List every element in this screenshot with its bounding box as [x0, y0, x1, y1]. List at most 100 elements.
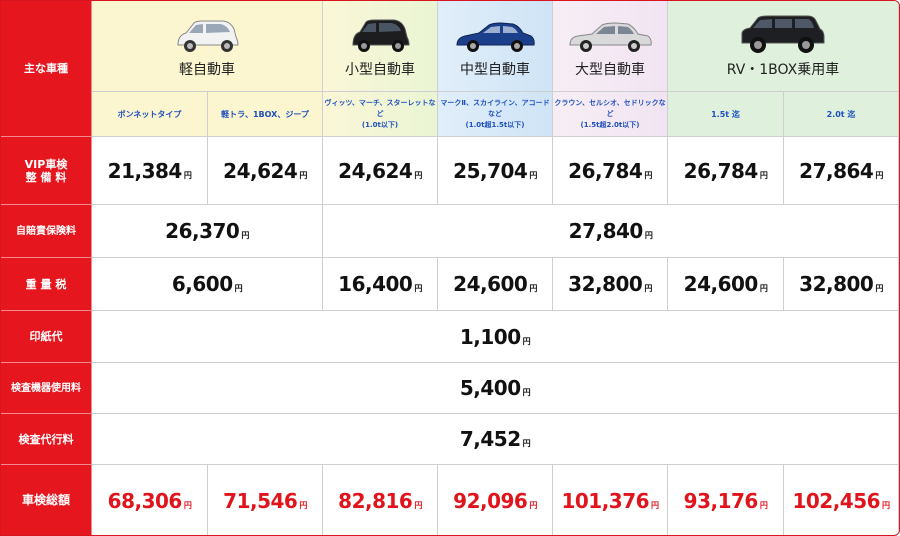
juryo-num-kei: 6,600	[171, 272, 233, 296]
jibai-cell-kei: 26,370 円	[92, 205, 323, 258]
total-num-1: 68,306	[107, 488, 183, 513]
yen-unit: 円	[882, 500, 890, 510]
yen-unit: 円	[414, 500, 422, 510]
yen-unit: 円	[875, 170, 883, 180]
total-num-6: 93,176	[683, 488, 759, 513]
yen-unit: 円	[644, 231, 653, 240]
yen-unit: 円	[651, 500, 659, 510]
group-kei: 軽自動車	[92, 1, 323, 92]
total-value-5: 101,376 円	[561, 489, 659, 513]
sub-header-3: ヴィッツ、マーチ、スターレットなど (1.0t以下)	[323, 92, 438, 137]
daiko-cell: 7,452 円	[92, 414, 899, 465]
jibai-label: 自賠責保険料	[16, 225, 76, 237]
sub-text-5: クラウン、セルシオ、セドリックなど	[554, 98, 666, 118]
inshi-cell: 1,100 円	[92, 311, 899, 363]
row-header-corner: 主な車種	[1, 1, 92, 137]
juryo-num-6: 24,600	[683, 272, 759, 296]
juryo-value-6: 24,600 円	[684, 272, 768, 296]
row-header-inshi: 印紙代	[1, 311, 92, 363]
sub-header-2: 軽トラ、1BOX、ジープ	[208, 92, 323, 137]
row-header-vip: VIP車検 整 備 料	[1, 137, 92, 205]
yen-unit: 円	[529, 284, 537, 293]
vip-cell-2: 24,624 円	[208, 137, 323, 205]
total-num-2: 71,546	[223, 488, 298, 513]
vip-value-1: 21,384 円	[108, 159, 192, 183]
juryo-cell-5: 32,800 円	[553, 258, 668, 311]
group-mid: 中型自動車	[438, 1, 553, 92]
kiki-value: 5,400 円	[460, 376, 531, 400]
vip-value-6: 26,784 円	[684, 159, 768, 183]
vip-cell-1: 21,384 円	[92, 137, 208, 205]
sub-header-5: クラウン、セルシオ、セドリックなど (1.5t超2.0t以下)	[553, 92, 668, 137]
sub-text-1: ボンネットタイプ	[117, 109, 182, 119]
yen-unit: 円	[299, 170, 307, 180]
daiko-label: 検査代行料	[18, 432, 74, 446]
juryo-cell-kei: 6,600 円	[92, 258, 323, 311]
vip-cell-6: 26,784 円	[668, 137, 784, 205]
vip-value-2: 24,624 円	[223, 159, 307, 183]
group-large: 大型自動車	[553, 1, 668, 92]
group-label-kei: 軽自動車	[179, 62, 235, 78]
vip-cell-7: 27,864 円	[784, 137, 899, 205]
juryo-num-4: 24,600	[453, 272, 528, 296]
vip-cell-4: 25,704 円	[438, 137, 553, 205]
total-cell-3: 82,816 円	[323, 465, 438, 535]
total-cell-5: 101,376 円	[553, 465, 668, 535]
sub-note-3: (1.0t以下)	[361, 120, 399, 129]
total-num-7: 102,456	[792, 488, 881, 513]
vip-num-5: 26,784	[568, 158, 643, 183]
vip-cell-3: 24,624 円	[323, 137, 438, 205]
sub-header-6: 1.5t 迄	[668, 92, 784, 137]
total-value-6: 93,176 円	[684, 489, 768, 513]
inshi-num: 1,100	[459, 324, 521, 349]
sub-note-5: (1.5t超2.0t以下)	[580, 120, 640, 129]
sub-header-4: マークⅡ、スカイライン、アコードなど (1.0t超1.5t以下)	[438, 92, 553, 137]
row-header-total: 車検総額	[1, 465, 92, 535]
daiko-value: 7,452 円	[459, 427, 531, 451]
vip-num-1: 21,384	[107, 158, 183, 183]
vip-value-5: 26,784 円	[568, 159, 652, 183]
juryo-num-7: 32,800	[799, 272, 874, 296]
total-cell-4: 92,096 円	[438, 465, 553, 535]
yen-unit: 円	[299, 500, 307, 510]
row-header-juryo: 重 量 税	[1, 258, 92, 311]
sub-text-6: 1.5t 迄	[711, 109, 740, 119]
vip-num-7: 27,864	[799, 158, 874, 183]
vip-num-3: 24,624	[338, 158, 413, 183]
row-header-daiko: 検査代行料	[1, 414, 92, 465]
yen-unit: 円	[759, 500, 768, 510]
row-header-jibai: 自賠責保険料	[1, 205, 92, 258]
sub-note-4: (1.0t超1.5t以下)	[465, 120, 525, 129]
jibai-value-kei: 26,370 円	[165, 219, 249, 243]
juryo-num-5: 32,800	[568, 272, 643, 296]
yen-unit: 円	[234, 284, 243, 293]
juryo-cell-3: 16,400 円	[323, 258, 438, 311]
yen-unit: 円	[241, 231, 249, 240]
juryo-num-3: 16,400	[338, 272, 413, 296]
car-white-kei-icon	[177, 20, 239, 52]
yen-unit: 円	[522, 336, 531, 346]
group-label-mid: 中型自動車	[460, 62, 530, 78]
kiki-label: 検査機器使用料	[11, 382, 81, 394]
total-value-1: 68,306 円	[108, 489, 192, 513]
sub-text-3: ヴィッツ、マーチ、スターレットなど	[324, 98, 436, 118]
vip-value-7: 27,864 円	[799, 159, 883, 183]
vip-label: VIP車検 整 備 料	[24, 157, 68, 184]
group-label-small: 小型自動車	[345, 62, 415, 78]
daiko-num: 7,452	[459, 427, 521, 451]
total-num-4: 92,096	[453, 488, 528, 513]
yen-unit: 円	[529, 500, 537, 510]
corner-label: 主な車種	[24, 62, 68, 75]
juryo-cell-4: 24,600 円	[438, 258, 553, 311]
total-value-4: 92,096 円	[453, 489, 537, 513]
car-silver-sedan-icon	[569, 22, 652, 52]
jibai-num-others: 27,840	[568, 219, 644, 243]
total-value-7: 102,456 円	[792, 488, 890, 513]
yen-unit: 円	[183, 500, 192, 510]
car-blue-sedan-icon	[456, 22, 535, 52]
total-cell-2: 71,546 円	[208, 465, 323, 535]
yen-unit: 円	[529, 170, 537, 180]
juryo-value-kei: 6,600 円	[171, 272, 243, 296]
juryo-value-3: 16,400 円	[338, 272, 422, 296]
